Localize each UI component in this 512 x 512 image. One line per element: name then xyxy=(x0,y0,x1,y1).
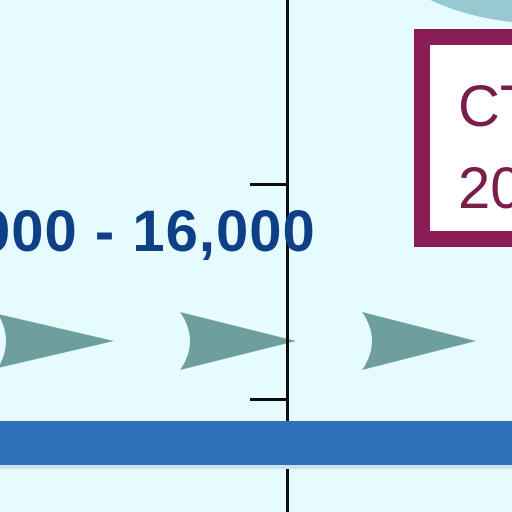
range-label: 000 - 16,000 xyxy=(0,199,316,264)
arrow-middle-icon xyxy=(180,312,296,370)
label-box-line-1: CT xyxy=(458,74,512,139)
axis-tick-lower xyxy=(250,398,286,401)
label-box xyxy=(414,29,512,247)
corner-shape xyxy=(430,0,512,22)
label-box-inner xyxy=(430,45,512,231)
arrow-left-icon xyxy=(0,314,114,368)
timeline-bar xyxy=(0,421,512,465)
timeline-bar-shadow xyxy=(0,465,512,469)
vertical-axis-line xyxy=(286,0,289,512)
arrow-right-icon xyxy=(362,312,476,370)
axis-tick-upper xyxy=(250,183,286,186)
label-box-line-2: 20 xyxy=(458,156,512,221)
